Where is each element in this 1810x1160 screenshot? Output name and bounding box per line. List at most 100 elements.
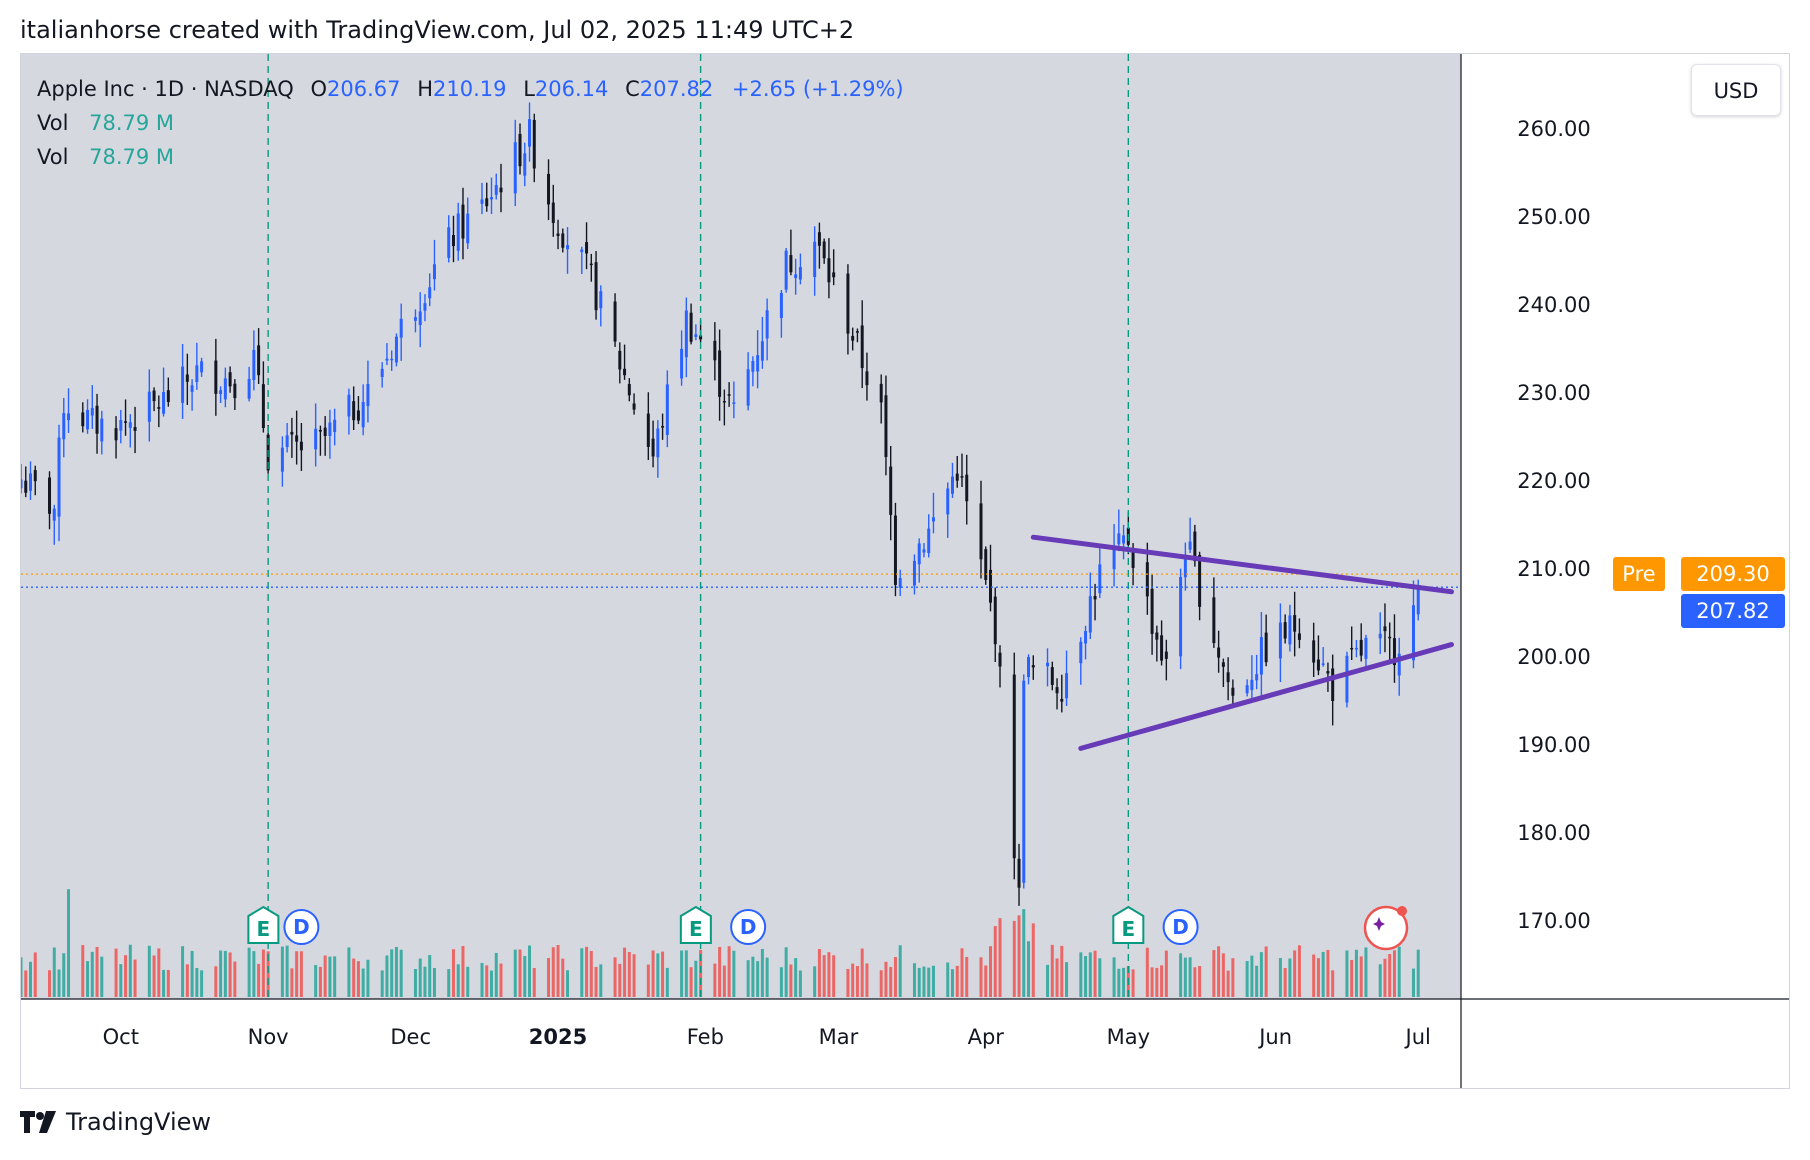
volume-bar — [779, 967, 783, 997]
candle-body — [290, 431, 294, 435]
candle-body — [727, 394, 731, 396]
candle-body — [1250, 679, 1254, 691]
currency-button[interactable]: USD — [1691, 64, 1781, 116]
volume-bar — [984, 965, 988, 997]
candle-body — [1131, 552, 1135, 568]
candle-body — [347, 394, 351, 417]
candle-body — [485, 198, 489, 207]
pre-market-price-badge: 209.30 — [1681, 557, 1785, 591]
volume-bar — [1255, 965, 1259, 997]
tradingview-logo[interactable]: TradingView — [20, 1108, 211, 1136]
volume-bar — [855, 966, 859, 997]
volume-bar — [1145, 947, 1149, 997]
volume-bar — [794, 958, 798, 997]
earnings-marker-shape — [1112, 905, 1145, 944]
candle-body — [1198, 554, 1202, 607]
candle-body — [599, 291, 603, 309]
volume-value: 78.79 M — [89, 145, 175, 169]
candle-body — [822, 241, 826, 259]
candle-body — [661, 426, 665, 428]
candle-body — [1050, 667, 1054, 685]
volume-bar — [632, 954, 636, 997]
candle-body — [166, 390, 170, 402]
volume-bar — [765, 957, 769, 997]
volume-bar — [413, 968, 417, 997]
volume-bar — [751, 956, 755, 997]
candle-body — [789, 255, 793, 273]
x-tick-label: 2025 — [529, 1025, 587, 1049]
legend-high-label: H — [417, 77, 434, 101]
volume-label: Vol — [37, 145, 69, 169]
volume-bar — [200, 970, 204, 997]
price-chart[interactable]: E E ED D D260.00250.00240.00230.00220.00210.… — [21, 54, 1790, 1089]
volume-bar — [1150, 967, 1154, 997]
candle-body — [157, 407, 161, 409]
volume-bar — [1312, 954, 1316, 997]
volume-bar — [67, 889, 71, 997]
volume-bar — [162, 969, 166, 997]
candle-body — [665, 384, 669, 435]
volume-bar — [1283, 968, 1287, 997]
x-tick-label: Mar — [819, 1025, 859, 1049]
x-tick-label: Apr — [968, 1025, 1005, 1049]
legend-close-value: 207.82 — [639, 77, 714, 101]
volume-bar — [822, 955, 826, 997]
candle-body — [29, 473, 33, 491]
candle-body — [33, 470, 37, 482]
candle-body — [318, 430, 322, 432]
candle-body — [233, 383, 237, 399]
candle-body — [623, 368, 627, 376]
candle-body — [1359, 639, 1363, 656]
volume-bar — [352, 958, 356, 997]
candle-body — [946, 488, 950, 515]
volume-bar — [1017, 915, 1021, 997]
candle-body — [128, 422, 132, 428]
volume-bar — [618, 963, 622, 997]
legend-symbol[interactable]: Apple Inc · 1D · NASDAQ — [37, 77, 294, 101]
candle-body — [1255, 674, 1259, 681]
candle-body — [1378, 633, 1382, 639]
volume-bar — [1331, 970, 1335, 997]
volume-bar — [451, 949, 455, 997]
dividend-marker-letter: D — [293, 915, 310, 939]
volume-bar — [760, 948, 764, 997]
candle-body — [827, 258, 831, 283]
volume-bar — [261, 949, 265, 997]
volume-bar — [52, 947, 56, 997]
candle-body — [931, 517, 935, 522]
candle-body — [333, 419, 337, 433]
candle-body — [1098, 564, 1102, 594]
candle-body — [917, 543, 921, 565]
volume-bar — [699, 949, 703, 997]
volume-bar — [1164, 950, 1168, 997]
candle-body — [851, 335, 855, 341]
candle-body — [1411, 605, 1415, 661]
candle-body — [1259, 637, 1263, 675]
legend-volume-row[interactable]: Vol 78.79 M — [37, 106, 904, 140]
candle-body — [613, 301, 617, 342]
legend-volume-row[interactable]: Vol 78.79 M — [37, 140, 904, 174]
y-tick-label: 200.00 — [1517, 645, 1590, 669]
candle-body — [680, 348, 684, 379]
volume-bar — [1212, 950, 1216, 997]
candle-body — [385, 358, 389, 361]
candle-body — [499, 187, 503, 193]
candle-body — [1297, 633, 1301, 640]
volume-bar — [1354, 949, 1358, 997]
candle-body — [228, 372, 232, 387]
candle-body — [998, 652, 1002, 667]
candle-body — [765, 310, 769, 339]
volume-bar — [922, 966, 926, 997]
volume-bar — [461, 946, 465, 997]
volume-bar — [356, 961, 360, 997]
candle-body — [1217, 647, 1221, 658]
candle-body — [247, 378, 251, 399]
candle-body — [646, 413, 650, 447]
candle-body — [618, 350, 622, 370]
last-price-badge: 207.82 — [1681, 594, 1785, 628]
candle-body — [489, 197, 493, 200]
volume-bar — [1179, 953, 1183, 997]
volume-bar — [499, 963, 503, 997]
volume-bar — [556, 944, 560, 997]
volume-bar — [223, 950, 227, 997]
